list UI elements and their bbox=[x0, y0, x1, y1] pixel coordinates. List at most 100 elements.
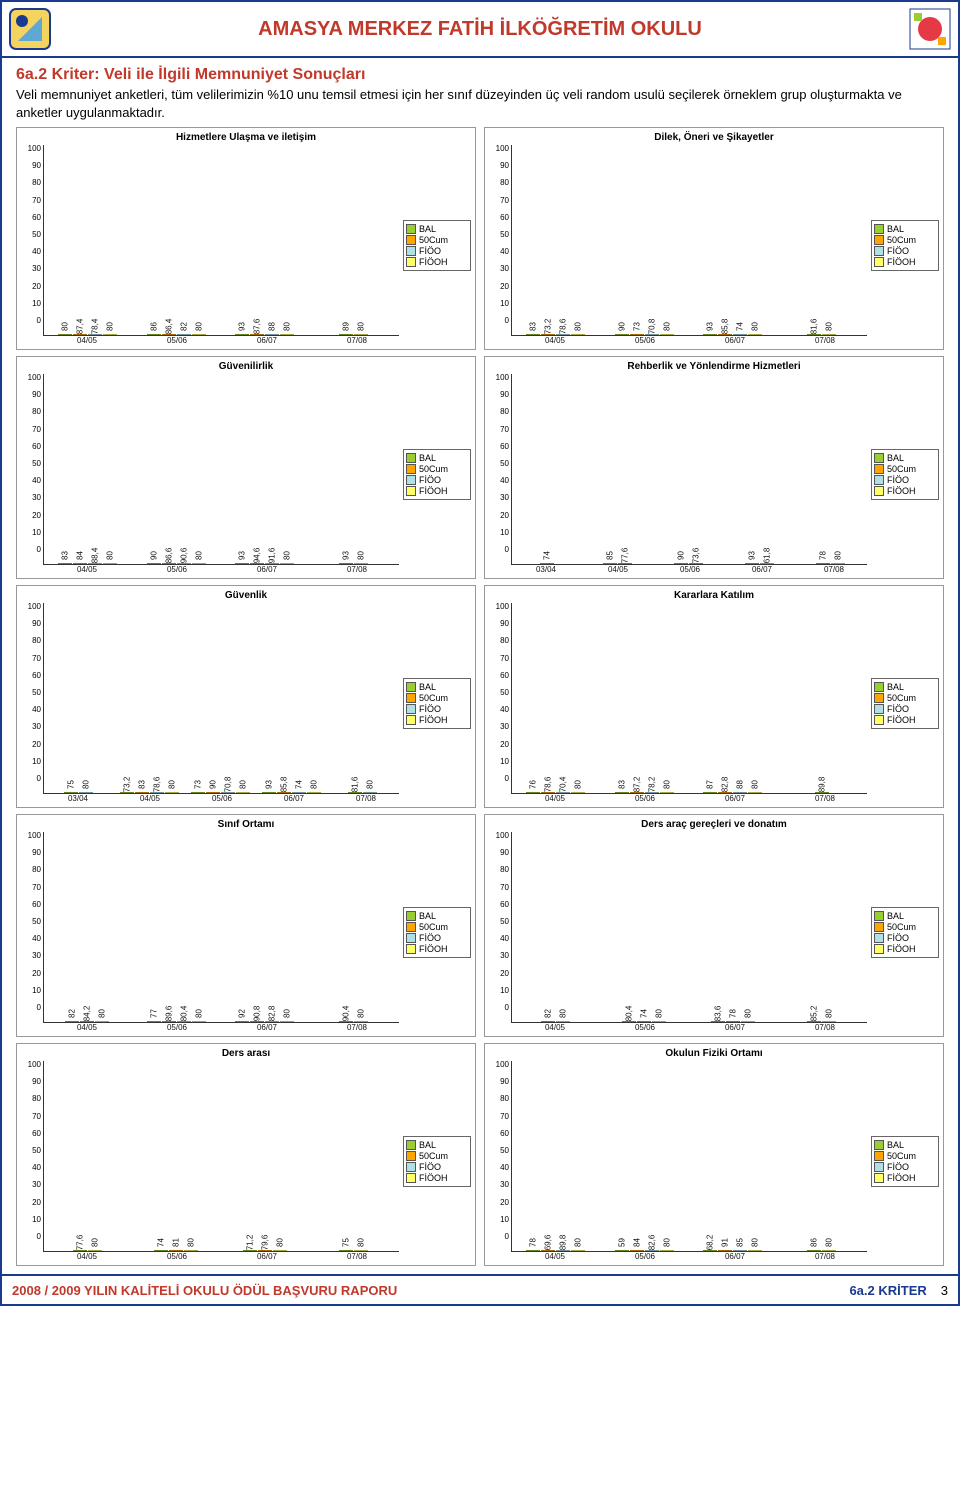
chart-panel: Güvenilirlik1009080706050403020100838488… bbox=[16, 356, 476, 579]
x-category: 03/04 bbox=[513, 565, 579, 574]
bar: 80 bbox=[556, 1021, 570, 1022]
bar-value: 82,8 bbox=[721, 777, 730, 793]
x-category: 06/07 bbox=[693, 794, 777, 803]
legend-label: FİÖO bbox=[419, 475, 441, 485]
bar: 81 bbox=[169, 1250, 183, 1251]
legend-label: FİÖOH bbox=[887, 944, 916, 954]
bar: 80 bbox=[354, 1021, 368, 1022]
y-tick: 60 bbox=[500, 443, 509, 451]
y-tick: 20 bbox=[32, 512, 41, 520]
chart-body: 10090807060504030201008087,478,4808686,4… bbox=[21, 145, 471, 345]
bar: 80 bbox=[58, 334, 72, 335]
bar-group: 8284,280 bbox=[46, 1021, 129, 1022]
bar-value: 80 bbox=[283, 1009, 292, 1018]
bar-value: 90 bbox=[209, 780, 218, 789]
bar-group: 7880 bbox=[798, 563, 863, 564]
y-tick: 40 bbox=[32, 935, 41, 943]
logo-left bbox=[2, 3, 58, 55]
bar-group: 74 bbox=[514, 563, 579, 564]
legend-row: 50Cum bbox=[406, 464, 468, 474]
y-tick: 60 bbox=[32, 901, 41, 909]
y-tick: 90 bbox=[500, 620, 509, 628]
legend-row: BAL bbox=[874, 682, 936, 692]
legend-swatch bbox=[406, 475, 416, 485]
legend-swatch bbox=[874, 1173, 884, 1183]
legend-swatch bbox=[874, 911, 884, 921]
bar: 90 bbox=[674, 563, 688, 564]
legend-swatch bbox=[874, 224, 884, 234]
y-tick: 90 bbox=[500, 391, 509, 399]
y-tick: 30 bbox=[500, 265, 509, 273]
y-tick: 80 bbox=[500, 637, 509, 645]
x-category: 06/07 bbox=[261, 794, 327, 803]
y-tick: 60 bbox=[500, 214, 509, 222]
legend-row: BAL bbox=[406, 224, 468, 234]
bar: 84 bbox=[73, 563, 87, 564]
bar: 80 bbox=[165, 792, 179, 793]
bar: 80 bbox=[192, 1021, 206, 1022]
bar-value: 87,4 bbox=[75, 319, 84, 335]
y-tick: 70 bbox=[32, 884, 41, 892]
bar-value: 90,8 bbox=[253, 1006, 262, 1022]
bar: 85,2 bbox=[807, 1021, 821, 1022]
legend-swatch bbox=[406, 922, 416, 932]
legend-label: 50Cum bbox=[419, 693, 448, 703]
bar: 90,4 bbox=[339, 1021, 353, 1022]
y-tick: 100 bbox=[496, 145, 509, 153]
y-tick: 90 bbox=[500, 849, 509, 857]
bar: 78,2 bbox=[645, 792, 659, 793]
legend-swatch bbox=[874, 682, 884, 692]
bar-group: 9073,6 bbox=[656, 563, 721, 564]
bar-group: 9361,8 bbox=[727, 563, 792, 564]
plot-area: 8373,278,680907370,8809385,8748081,680 bbox=[511, 145, 867, 336]
bar-value: 80 bbox=[275, 1238, 284, 1247]
bar: 80,4 bbox=[177, 1021, 191, 1022]
legend-swatch bbox=[406, 693, 416, 703]
plot-wrap: 7869,689,880598482,68068,2918580868004/0… bbox=[511, 1061, 867, 1261]
bar: 68,2 bbox=[703, 1250, 717, 1251]
y-axis: 1009080706050403020100 bbox=[21, 374, 43, 554]
bar: 73,2 bbox=[541, 334, 555, 335]
y-tick: 40 bbox=[32, 248, 41, 256]
y-tick: 40 bbox=[500, 1164, 509, 1172]
y-tick: 60 bbox=[32, 672, 41, 680]
plot-wrap: 828080,4748083,6788085,28004/0505/0606/0… bbox=[511, 832, 867, 1032]
legend-swatch bbox=[874, 453, 884, 463]
y-tick: 10 bbox=[32, 529, 41, 537]
y-tick: 90 bbox=[500, 1078, 509, 1086]
bar-group: 748180 bbox=[135, 1250, 218, 1251]
bar: 83 bbox=[58, 563, 72, 564]
bar: 80 bbox=[571, 792, 585, 793]
legend-row: BAL bbox=[406, 1140, 468, 1150]
plot-flex: 1009080706050403020100828080,4748083,678… bbox=[489, 832, 867, 1032]
bar: 80 bbox=[95, 1021, 109, 1022]
y-tick: 90 bbox=[32, 162, 41, 170]
chart-body: 1009080706050403020100758073,28378,68073… bbox=[21, 603, 471, 803]
legend-swatch bbox=[406, 933, 416, 943]
legend-swatch bbox=[874, 235, 884, 245]
bar: 80 bbox=[748, 792, 762, 793]
y-tick: 40 bbox=[500, 706, 509, 714]
y-tick: 70 bbox=[500, 197, 509, 205]
y-tick: 10 bbox=[32, 300, 41, 308]
legend-swatch bbox=[406, 224, 416, 234]
bar: 87 bbox=[703, 792, 717, 793]
legend-swatch bbox=[874, 486, 884, 496]
bar: 81,6 bbox=[807, 334, 821, 335]
header-title: AMASYA MERKEZ FATİH İLKÖĞRETİM OKULU bbox=[58, 18, 902, 41]
legend-row: FİÖOH bbox=[406, 1173, 468, 1183]
legend-label: BAL bbox=[419, 911, 436, 921]
footer-mid: 6a.2 KRİTER bbox=[835, 1283, 940, 1298]
x-category: 07/08 bbox=[783, 794, 867, 803]
bar-group: 9385,87480 bbox=[692, 334, 775, 335]
bar-value: 80 bbox=[751, 780, 760, 789]
bar-value: 80 bbox=[825, 1009, 834, 1018]
footer-page-number: 3 bbox=[941, 1283, 958, 1298]
bar: 91,6 bbox=[265, 563, 279, 564]
bar: 83,6 bbox=[711, 1021, 725, 1022]
y-tick: 10 bbox=[500, 987, 509, 995]
legend-row: 50Cum bbox=[874, 235, 936, 245]
bar: 93 bbox=[703, 334, 717, 335]
bar-value: 78,4 bbox=[90, 319, 99, 335]
legend-swatch bbox=[406, 944, 416, 954]
